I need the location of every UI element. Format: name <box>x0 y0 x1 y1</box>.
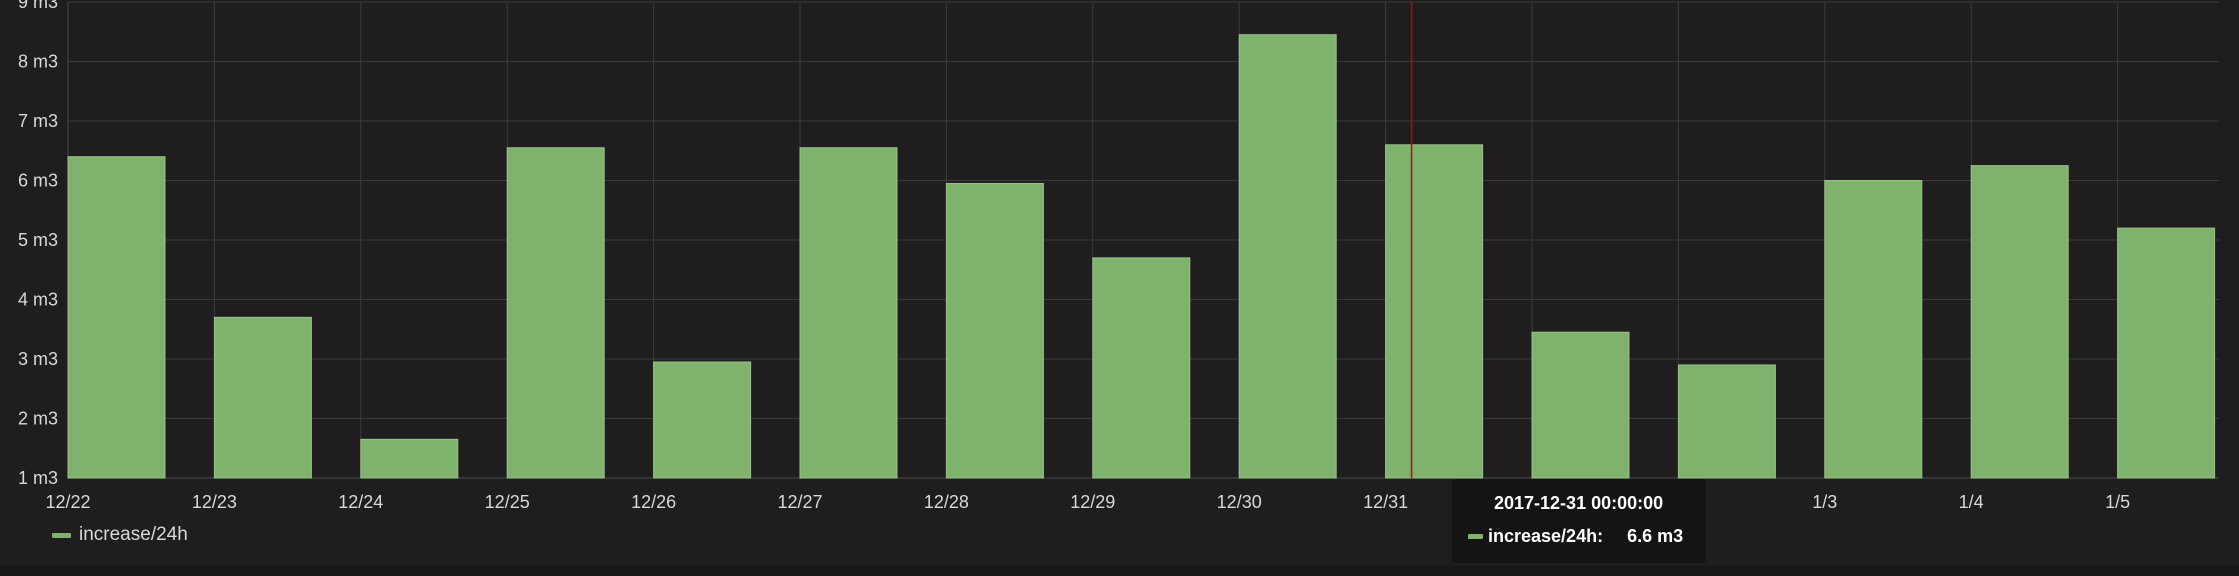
y-tick-label: 3 m3 <box>18 349 58 369</box>
y-tick-label: 4 m3 <box>18 290 58 310</box>
tooltip-series-swatch <box>1468 534 1483 539</box>
bar-12-24[interactable] <box>360 438 459 479</box>
bar-1-1[interactable] <box>1531 331 1630 479</box>
x-tick-label: 12/28 <box>924 492 969 512</box>
x-tick-label: 1/3 <box>1812 492 1837 512</box>
legend[interactable]: increase/24h <box>52 524 188 546</box>
bar-12-31[interactable] <box>1385 144 1484 479</box>
legend-swatch-increase-24h <box>52 532 71 538</box>
hover-tooltip: 2017-12-31 00:00:00 increase/24h: 6.6 m3 <box>1452 479 1706 563</box>
bar-1-4[interactable] <box>1970 165 2069 479</box>
x-tick-label: 12/27 <box>777 492 822 512</box>
y-tick-label: 5 m3 <box>18 230 58 250</box>
x-tick-label: 12/29 <box>1070 492 1115 512</box>
x-axis-labels: 12/22 12/23 12/24 12/25 12/26 12/27 12/28 12/29… <box>45 492 2130 512</box>
y-tick-label: 7 m3 <box>18 111 58 131</box>
bar-12-26[interactable] <box>653 361 752 479</box>
y-tick-label: 9 m3 <box>18 0 58 12</box>
x-tick-label: 12/22 <box>45 492 90 512</box>
bar-12-30[interactable] <box>1238 34 1337 479</box>
tooltip-series-row: increase/24h: 6.6 m3 <box>1468 526 1683 547</box>
y-tick-label: 2 m3 <box>18 409 58 429</box>
legend-label-increase-24h[interactable]: increase/24h <box>79 524 188 545</box>
bar-12-28[interactable] <box>945 182 1044 479</box>
bar-1-2[interactable] <box>1677 364 1776 479</box>
x-tick-label: 12/30 <box>1217 492 1262 512</box>
bar-1-5[interactable] <box>2117 227 2216 479</box>
bar-1-3[interactable] <box>1824 180 1923 479</box>
y-tick-label: 1 m3 <box>18 468 58 488</box>
tooltip-series-label: increase/24h: <box>1488 526 1604 546</box>
bar-12-27[interactable] <box>799 147 898 479</box>
x-tick-label: 12/25 <box>485 492 530 512</box>
bar-12-29[interactable] <box>1092 257 1191 479</box>
x-tick-label: 12/24 <box>338 492 383 512</box>
y-axis-labels: 1 m3 2 m3 3 m3 4 m3 5 m3 6 m3 7 m3 8 m3 9 m3 <box>18 0 58 488</box>
x-tick-label: 12/23 <box>192 492 237 512</box>
x-tick-label: 12/31 <box>1363 492 1408 512</box>
x-tick-label: 12/26 <box>631 492 676 512</box>
tooltip-series-value: 6.6 m3 <box>1627 526 1684 546</box>
y-tick-label: 8 m3 <box>18 52 58 72</box>
x-tick-label: 1/4 <box>1959 492 1984 512</box>
bar-series[interactable] <box>67 34 2216 479</box>
bar-12-22[interactable] <box>67 156 166 479</box>
y-tick-label: 6 m3 <box>18 171 58 191</box>
x-tick-label: 1/5 <box>2105 492 2130 512</box>
tooltip-timestamp: 2017-12-31 00:00:00 <box>1494 493 1664 513</box>
bar-12-25[interactable] <box>506 147 605 479</box>
bar-12-23[interactable] <box>213 316 312 479</box>
